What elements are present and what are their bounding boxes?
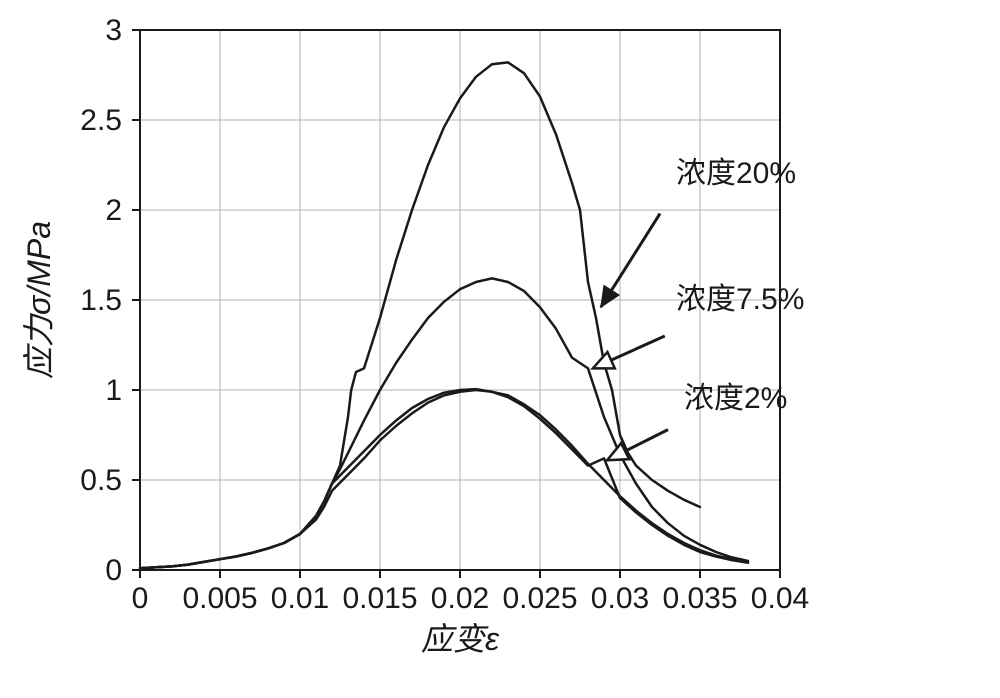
stress-strain-chart: 0 0.005 0.01 0.015 0.02 0.025 0.03 0.035 0.04 0 0.…: [0, 0, 1000, 698]
x-tick-label: 0.005: [182, 582, 257, 615]
chart-container: 0 0.005 0.01 0.015 0.02 0.025 0.03 0.035 0.04 0 0.…: [0, 0, 1000, 698]
x-tick-label: 0.035: [662, 582, 737, 615]
series-annotation-label: 浓度7.5%: [676, 283, 804, 316]
y-axis-label: 应力σ/MPa: [21, 221, 57, 379]
x-axis-label: 应变ε: [421, 621, 500, 657]
y-tick-label: 2.5: [80, 104, 122, 137]
x-tick-label: 0: [132, 582, 149, 615]
y-tick-label: 0.5: [80, 464, 122, 497]
x-tick-label: 0.04: [751, 582, 809, 615]
y-tick-label: 3: [105, 14, 122, 47]
x-tick-label: 0.01: [271, 582, 329, 615]
x-tick-label: 0.02: [431, 582, 489, 615]
series-annotation-label: 浓度20%: [676, 157, 796, 190]
x-tick-label: 0.025: [502, 582, 577, 615]
y-tick-label: 1.5: [80, 284, 122, 317]
y-tick-label: 2: [105, 194, 122, 227]
y-tick-label: 0: [105, 554, 122, 587]
chart-bg: [0, 0, 1000, 698]
x-tick-label: 0.015: [342, 582, 417, 615]
x-tick-label: 0.03: [591, 582, 649, 615]
y-tick-label: 1: [105, 374, 122, 407]
series-annotation-label: 浓度2%: [684, 382, 787, 415]
